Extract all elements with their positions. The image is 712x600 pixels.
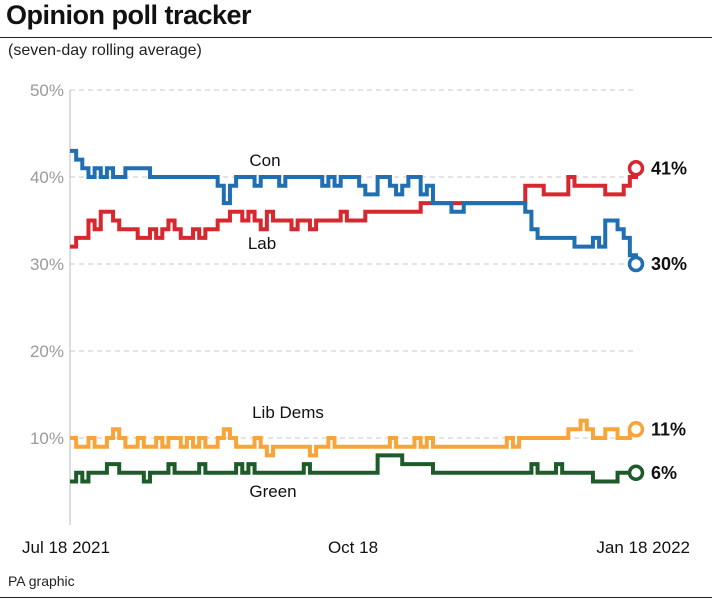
- end-value-lib-dems: 11%: [651, 419, 686, 439]
- x-axis: Jul 18 2021 Oct 18 Jan 18 2022: [22, 90, 690, 557]
- y-tick-label: 20%: [30, 342, 64, 361]
- series-labels: Con Lab Lib Dems Green: [248, 151, 324, 501]
- footer-rule: [0, 597, 712, 598]
- series-line-lib-dems: [70, 418, 636, 458]
- title-rule: [0, 37, 712, 38]
- source-credit: PA graphic: [8, 573, 75, 589]
- chart-subtitle: (seven-day rolling average): [8, 42, 202, 59]
- x-tick-label: Oct 18: [328, 538, 378, 557]
- x-tick-label: Jan 18 2022: [596, 538, 690, 557]
- end-marker-lib-dems: [627, 421, 645, 438]
- end-marker-con: [627, 255, 645, 273]
- series-line-con: [70, 148, 638, 264]
- end-marker-green: [627, 464, 645, 482]
- series-line-green: [70, 453, 636, 484]
- chart-title: Opinion poll tracker: [6, 0, 252, 30]
- x-tick-label: Jul 18 2021: [22, 538, 110, 557]
- end-value-lab: 41%: [651, 158, 687, 178]
- grid-lines: [70, 89, 636, 439]
- y-tick-label: 10%: [30, 429, 64, 448]
- y-tick-label: 50%: [30, 81, 64, 100]
- end-markers: 30% 41% 11% 6%: [627, 158, 687, 483]
- end-value-con: 30%: [651, 254, 687, 274]
- series-name-con: Con: [249, 151, 280, 170]
- y-axis-ticks: 10% 20% 30% 40% 50%: [30, 81, 64, 448]
- y-tick-label: 40%: [30, 168, 64, 187]
- series-name-lib-dems: Lib Dems: [252, 403, 324, 422]
- y-tick-label: 30%: [30, 255, 64, 274]
- series-lines: [70, 148, 638, 484]
- series-name-lab: Lab: [248, 234, 276, 253]
- end-value-green: 6%: [651, 463, 677, 483]
- series-line-lab: [70, 168, 638, 249]
- series-name-green: Green: [249, 482, 296, 501]
- end-marker-lab: [627, 160, 645, 177]
